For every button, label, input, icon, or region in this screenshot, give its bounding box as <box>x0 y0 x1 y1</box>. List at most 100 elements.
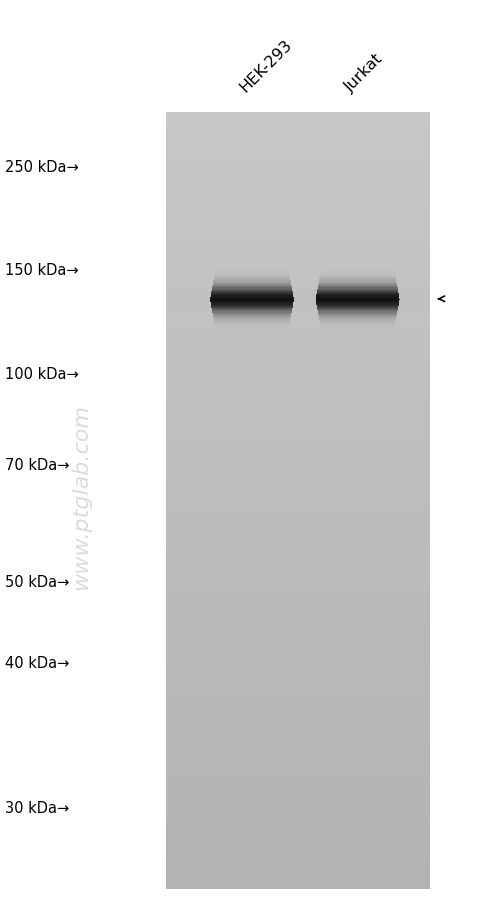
Bar <box>166 548 430 556</box>
Bar <box>166 221 430 230</box>
Bar <box>214 320 290 321</box>
Bar <box>214 279 290 280</box>
Bar <box>166 757 430 765</box>
Bar <box>320 322 396 324</box>
Bar <box>318 314 397 316</box>
Bar <box>166 260 430 269</box>
Bar <box>166 175 430 183</box>
Bar <box>212 287 292 288</box>
Bar <box>212 312 292 313</box>
Bar <box>166 113 430 122</box>
Bar <box>166 238 430 242</box>
Bar <box>211 305 293 307</box>
Bar <box>166 873 430 881</box>
Bar <box>319 316 396 317</box>
Bar <box>166 346 430 350</box>
Bar <box>166 143 430 152</box>
Bar <box>166 283 430 292</box>
Bar <box>166 340 430 344</box>
Text: HEK-293: HEK-293 <box>237 37 295 95</box>
Bar <box>215 328 289 329</box>
Bar <box>318 288 397 290</box>
Bar <box>166 128 430 137</box>
Bar <box>166 276 430 280</box>
Bar <box>166 336 430 340</box>
Bar <box>213 318 290 319</box>
Bar <box>166 826 430 835</box>
Bar <box>166 485 430 493</box>
Bar <box>166 648 430 657</box>
Bar <box>316 303 399 304</box>
Bar <box>166 686 430 695</box>
Bar <box>166 602 430 610</box>
Bar <box>166 408 430 416</box>
Bar <box>166 286 430 290</box>
Bar <box>321 328 395 329</box>
Bar <box>166 679 430 687</box>
Bar <box>166 516 430 525</box>
Bar <box>212 290 292 291</box>
Bar <box>166 237 430 245</box>
Bar <box>166 376 430 385</box>
Bar <box>166 695 430 704</box>
Bar <box>166 741 430 750</box>
Bar <box>166 245 430 249</box>
Bar <box>166 834 430 842</box>
Bar <box>319 282 396 283</box>
Bar <box>166 313 430 317</box>
Bar <box>166 323 430 327</box>
Bar <box>211 296 293 297</box>
Bar <box>166 586 430 594</box>
Bar <box>321 326 395 327</box>
Bar <box>318 311 397 312</box>
Bar <box>166 703 430 711</box>
Bar <box>166 272 430 276</box>
Bar <box>215 324 289 325</box>
Text: 250 kDa→: 250 kDa→ <box>5 160 79 174</box>
Bar <box>166 509 430 517</box>
Bar <box>166 259 430 262</box>
Bar <box>166 280 430 282</box>
Bar <box>212 311 292 312</box>
Bar <box>166 244 430 253</box>
Bar <box>166 454 430 463</box>
Bar <box>213 282 291 283</box>
Bar <box>166 282 430 286</box>
Text: www.ptglab.com: www.ptglab.com <box>72 403 92 589</box>
Bar <box>166 299 430 303</box>
Bar <box>166 462 430 471</box>
Bar <box>321 272 395 273</box>
Bar <box>166 369 430 377</box>
Bar <box>166 315 430 323</box>
Bar <box>213 317 291 318</box>
Bar <box>318 287 397 288</box>
Bar <box>210 302 294 303</box>
Bar <box>211 294 293 295</box>
Bar <box>166 664 430 672</box>
Bar <box>166 255 430 259</box>
Bar <box>215 271 289 272</box>
Bar <box>211 303 293 304</box>
Bar <box>166 780 430 788</box>
Bar <box>215 327 289 328</box>
Bar <box>320 321 396 322</box>
Bar <box>166 431 430 439</box>
Bar <box>166 811 430 820</box>
Bar <box>166 303 430 307</box>
Bar <box>318 285 397 286</box>
Bar <box>321 327 395 328</box>
Bar <box>166 242 430 245</box>
Bar <box>166 361 430 364</box>
Bar <box>166 858 430 866</box>
Bar <box>320 277 396 278</box>
Bar <box>210 300 294 302</box>
Bar <box>215 273 289 274</box>
Bar <box>215 274 289 275</box>
Bar <box>166 309 430 313</box>
Bar <box>317 305 398 307</box>
Bar <box>166 531 430 540</box>
Bar <box>166 299 430 308</box>
Text: 40 kDa→: 40 kDa→ <box>5 656 69 670</box>
Bar <box>166 269 430 272</box>
Bar <box>166 640 430 649</box>
